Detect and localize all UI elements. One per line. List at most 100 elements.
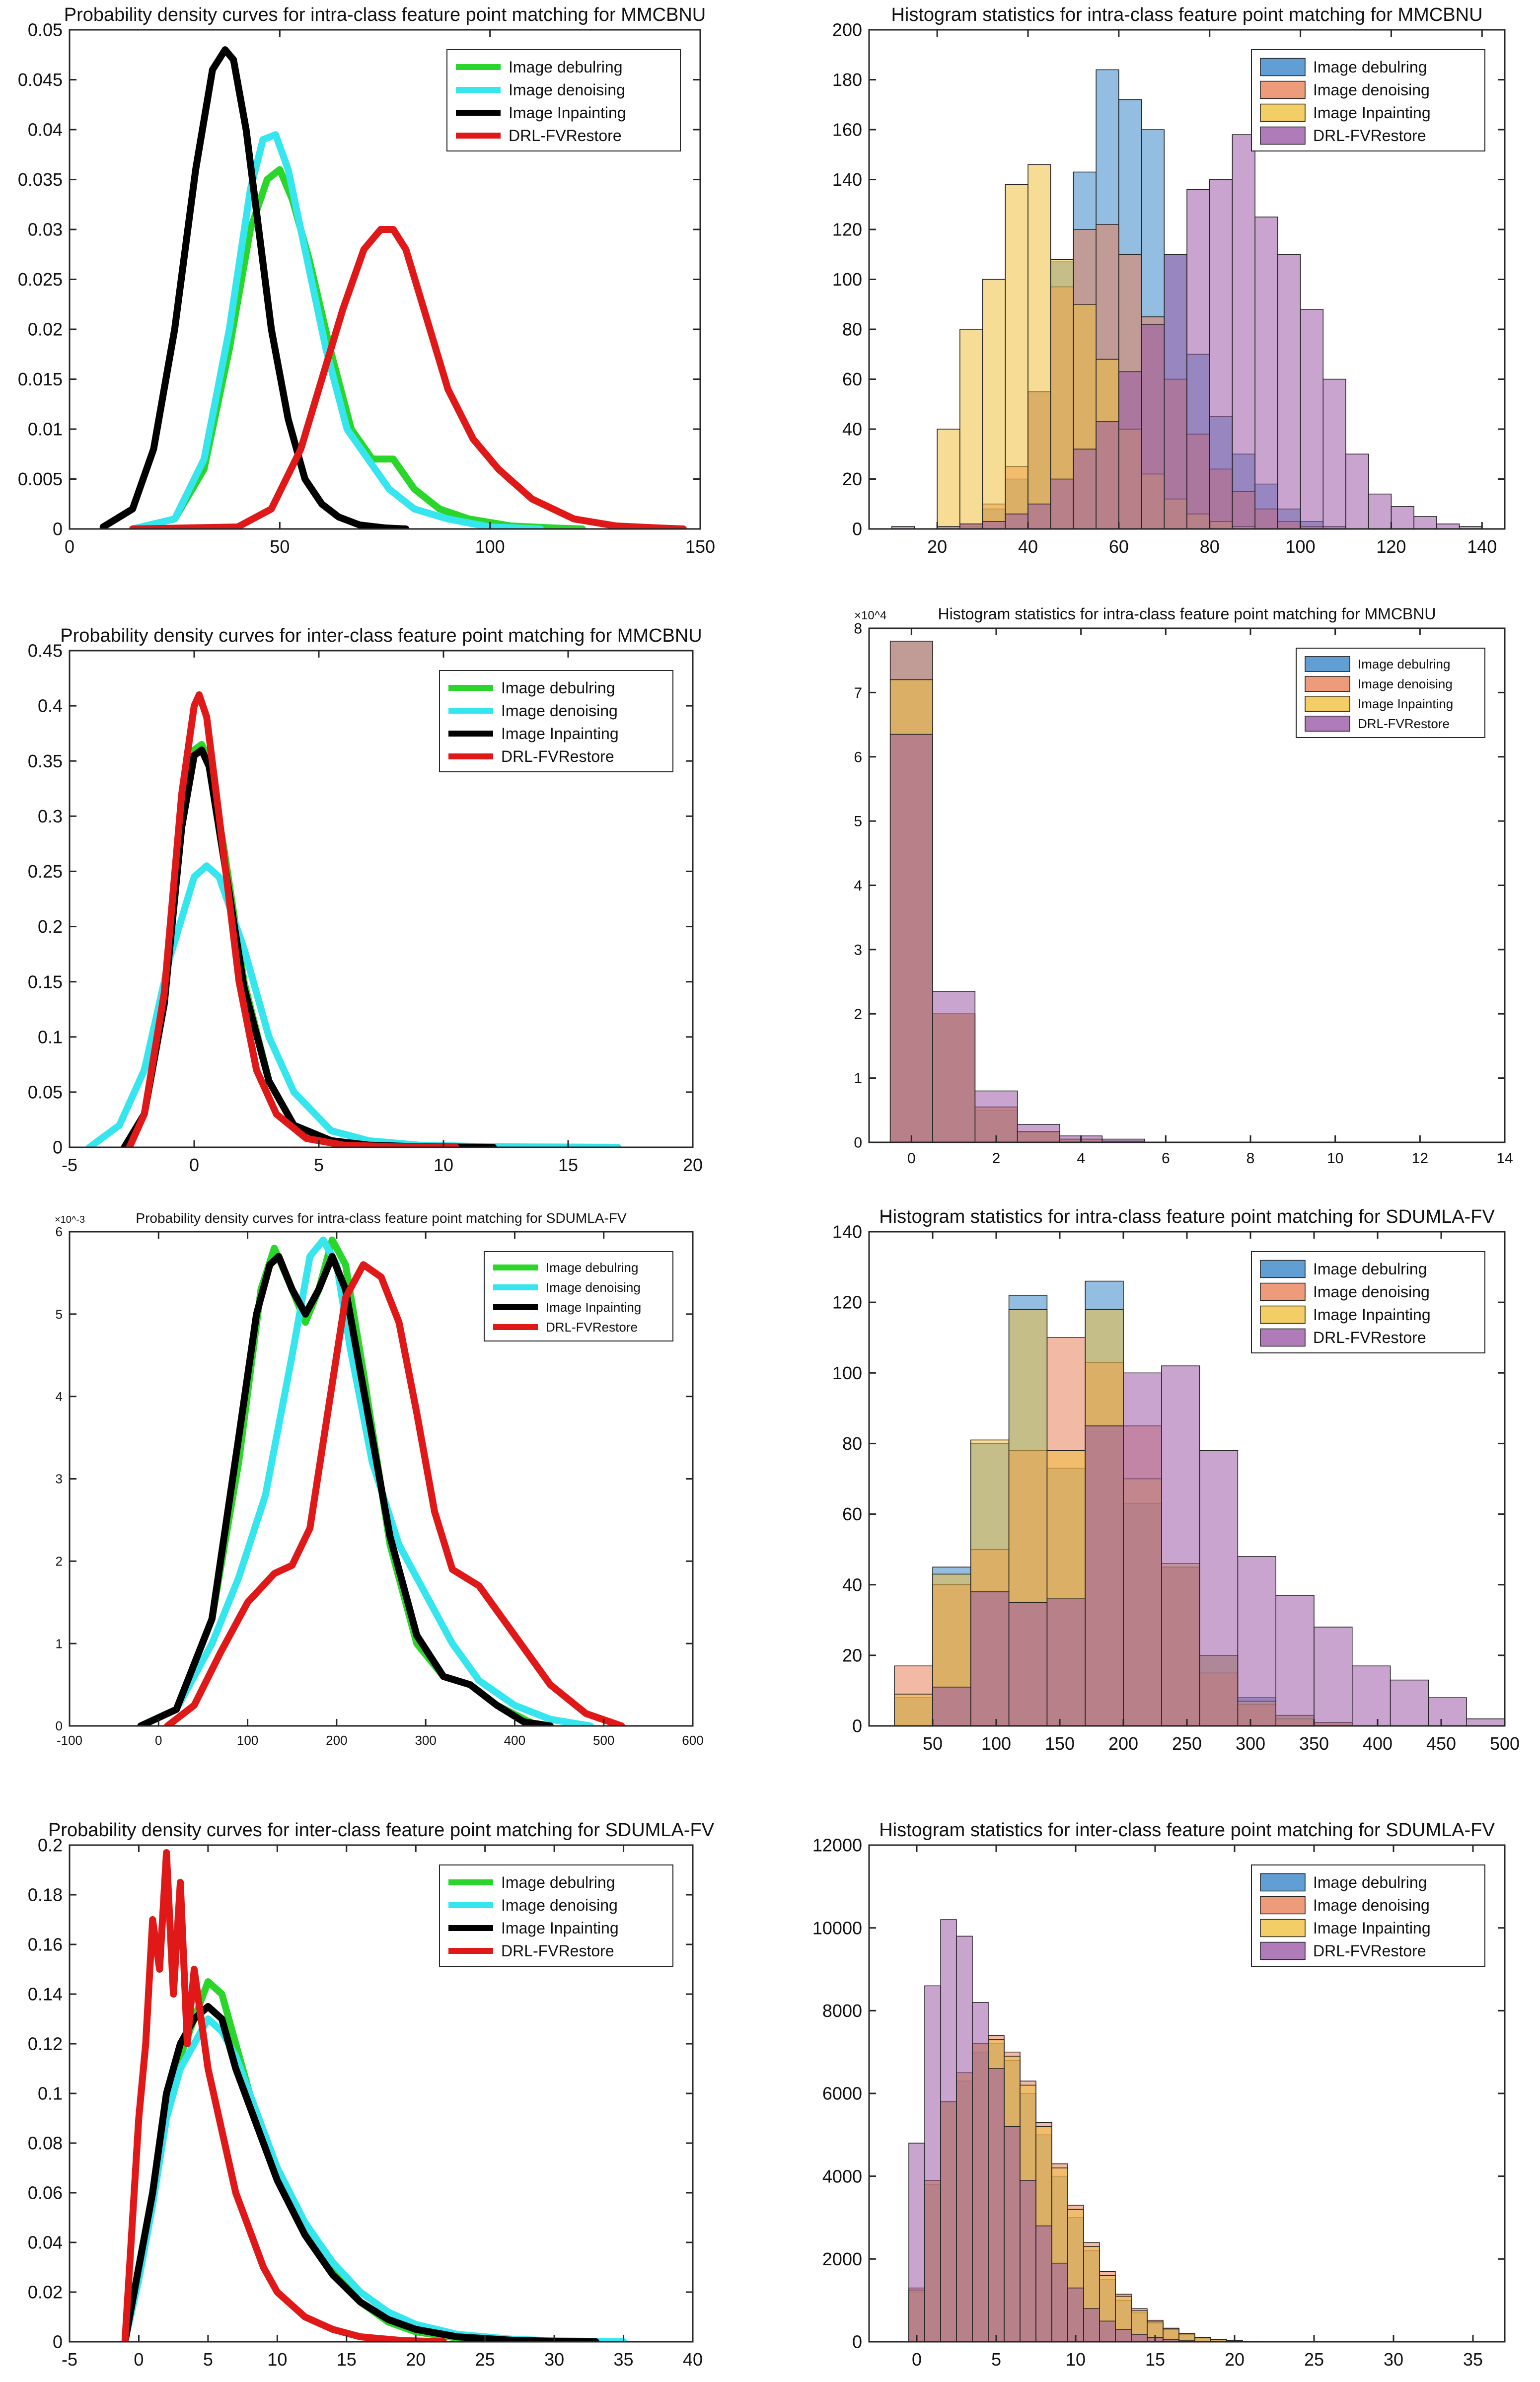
x-tick-label: 50: [270, 536, 290, 557]
y-tick-label: 4: [56, 1389, 63, 1404]
legend: Image debulring Image denoising Image Inpa…: [1251, 1251, 1485, 1353]
legend-swatch: [1260, 1896, 1306, 1915]
legend-label: Image denoising: [1313, 1896, 1430, 1914]
legend-label: Image Inpainting: [546, 1300, 641, 1315]
bar: [959, 329, 983, 529]
legend: Image debulring Image denoising Image Inpa…: [1296, 648, 1485, 738]
y-tick-label: 2: [854, 1006, 862, 1023]
legend-swatch: [1260, 80, 1306, 99]
axis-exponent-label: ×10^4: [854, 609, 886, 622]
legend-label: DRL-FVRestore: [1358, 716, 1450, 731]
chart-title: Histogram statistics for intra-class fea…: [879, 1206, 1495, 1227]
y-tick-label: 0.06: [28, 2183, 63, 2203]
bar: [1199, 1450, 1239, 1726]
x-tick-label: 200: [1108, 1733, 1138, 1754]
y-tick-label: 0: [852, 519, 862, 539]
y-tick-label: 0.35: [28, 751, 63, 771]
bar: [1067, 2287, 1084, 2342]
x-tick-label: 20: [406, 2349, 426, 2370]
x-tick-label: 100: [981, 1733, 1011, 1754]
legend-label: DRL-FVRestore: [546, 1320, 638, 1335]
x-tick-label: 300: [1236, 1733, 1265, 1754]
y-tick-label: 0.1: [38, 2084, 63, 2104]
y-tick-label: 0.01: [28, 419, 63, 440]
bar: [1164, 254, 1187, 529]
x-tick-label: 600: [682, 1733, 703, 1748]
data-layer: [121, 1849, 627, 2342]
bar: [1161, 1365, 1200, 1726]
legend-label: Image denoising: [1313, 1283, 1430, 1301]
y-tick-label: 60: [842, 369, 862, 389]
y-tick-label: 0.15: [28, 971, 63, 992]
legend-label: Image Inpainting: [509, 104, 626, 122]
y-tick-label: 0.025: [18, 269, 63, 290]
x-tick-label: 5: [991, 2349, 1001, 2370]
y-tick-label: 8: [854, 621, 862, 637]
bar: [970, 1591, 1010, 1726]
y-tick-label: 6: [854, 749, 862, 765]
y-tick-label: 8000: [822, 2001, 862, 2021]
chart-pdf-inter-mmcbnu: Probability density curves for inter-cla…: [28, 625, 703, 1175]
x-tick-label: 250: [1172, 1733, 1202, 1754]
x-tick-label: 8: [1247, 1150, 1255, 1167]
chart-hist-intra-mmcbnu: Histogram statistics for intra-class fea…: [832, 4, 1506, 557]
bar: [1352, 1665, 1391, 1726]
bar: [1101, 1138, 1145, 1142]
y-tick-label: 2: [56, 1554, 63, 1568]
x-tick-label: 14: [1496, 1150, 1513, 1167]
x-tick-label: 500: [1490, 1733, 1520, 1754]
x-tick-label: 15: [1145, 2349, 1165, 2370]
bar: [1428, 1697, 1467, 1726]
chart-pdf-intra-mmcbnu: Probability density curves for intra-cla…: [18, 4, 715, 557]
y-tick-label: 5: [854, 814, 862, 830]
legend-label: Image debulring: [509, 58, 622, 76]
legend-label: DRL-FVRestore: [509, 127, 622, 145]
y-tick-label: 140: [832, 1222, 862, 1242]
y-tick-label: 100: [832, 1363, 862, 1383]
y-tick-label: 3: [854, 942, 862, 958]
y-tick-label: 0.2: [38, 1835, 63, 1856]
legend-swatch: [1260, 1941, 1306, 1960]
x-tick-label: 500: [593, 1733, 614, 1748]
bar: [1051, 2262, 1068, 2342]
y-tick-label: 0.14: [28, 1984, 63, 2005]
legend-swatch: [1260, 1282, 1306, 1301]
chart-title: Probability density curves for inter-cla…: [48, 1820, 715, 1841]
x-tick-label: 40: [1018, 536, 1038, 557]
y-tick-label: 0: [56, 1718, 63, 1733]
bar: [889, 734, 933, 1142]
data-layer: [889, 641, 1145, 1142]
bar: [1237, 1556, 1276, 1726]
x-tick-label: 10: [434, 1155, 453, 1175]
x-tick-label: 20: [927, 536, 947, 557]
bar: [924, 1985, 941, 2342]
chart-hist-inter-sdumla: Histogram statistics for inter-class fea…: [812, 1820, 1506, 2370]
x-tick-label: 150: [1045, 1733, 1075, 1754]
legend-label: Image Inpainting: [501, 725, 619, 743]
y-tick-label: 0.03: [28, 220, 63, 240]
x-tick-label: 0: [155, 1733, 162, 1748]
chart-title: Probability density curves for intra-cla…: [136, 1210, 626, 1226]
y-tick-label: 0: [53, 1137, 63, 1158]
legend-label: DRL-FVRestore: [501, 1942, 614, 1960]
bar: [1300, 309, 1324, 529]
x-tick-label: 10: [267, 2349, 287, 2370]
bar: [1118, 371, 1142, 529]
y-tick-label: 0.45: [28, 641, 63, 661]
x-tick-label: -100: [57, 1733, 82, 1748]
bar: [1254, 217, 1278, 529]
x-tick-label: 12: [1412, 1150, 1428, 1167]
x-tick-label: 350: [1299, 1733, 1329, 1754]
x-tick-label: 10: [1327, 1150, 1343, 1167]
bar: [908, 2143, 925, 2342]
y-tick-label: 7: [854, 685, 862, 701]
legend-label: Image Inpainting: [1358, 696, 1453, 711]
legend-label: Image debulring: [1358, 657, 1450, 671]
bar: [932, 1687, 971, 1726]
y-tick-label: 6000: [822, 2084, 862, 2104]
bar: [1099, 2320, 1116, 2342]
series-line: [121, 2003, 599, 2342]
data-layer: [86, 691, 622, 1147]
x-tick-label: 300: [415, 1733, 436, 1748]
